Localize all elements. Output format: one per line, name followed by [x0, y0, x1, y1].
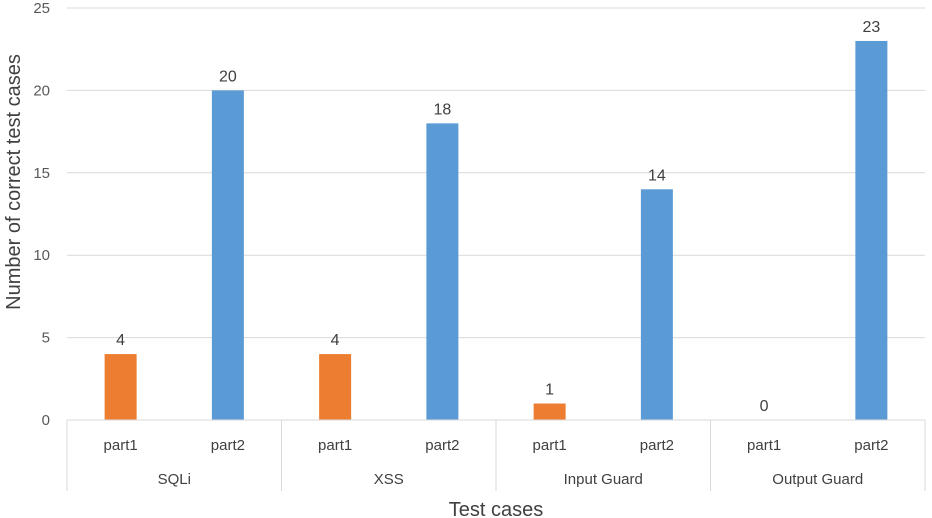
y-tick-label: 5: [42, 330, 50, 347]
bar-sqli-part2: [211, 90, 244, 421]
x-subcategory-label: part1: [533, 437, 567, 454]
bar-input-guard-part1: [533, 403, 566, 420]
data-label: 14: [648, 167, 666, 184]
bar-input-guard-part2: [640, 189, 673, 420]
x-axis: part1 part2 SQLi part1 part2 XSS part1 part2 Inp…: [66, 419, 926, 491]
x-group-label: Output Guard: [772, 471, 863, 488]
x-axis-title: Test cases: [449, 499, 543, 518]
bars: [104, 40, 888, 421]
x-subcategory-label: part1: [104, 437, 138, 454]
data-label: 1: [545, 382, 554, 399]
x-subcategory-label: part2: [211, 437, 245, 454]
y-axis-title: Number of correct test cases: [3, 54, 25, 310]
data-label: 18: [433, 101, 451, 118]
data-label: 20: [219, 68, 237, 85]
y-tick-label: 0: [42, 412, 50, 429]
x-group-label: Input Guard: [564, 471, 643, 488]
bar-xss-part1: [319, 354, 352, 420]
bar-sqli-part1: [104, 354, 137, 420]
x-group-label: SQLi: [158, 471, 191, 488]
data-label: 23: [862, 19, 880, 36]
y-tick-label: 15: [33, 165, 50, 182]
x-subcategory-label: part2: [854, 437, 888, 454]
x-subcategory-label: part1: [747, 437, 781, 454]
bar-xss-part2: [426, 123, 459, 421]
data-label: 0: [760, 398, 769, 415]
gridlines: [67, 7, 925, 421]
y-tick-label: 20: [33, 82, 50, 99]
y-axis-ticks: 0 5 10 15 20 25: [33, 0, 50, 429]
x-subcategory-label: part1: [318, 437, 352, 454]
data-label: 4: [116, 332, 125, 349]
data-label: 4: [331, 332, 340, 349]
y-tick-label: 25: [33, 0, 50, 17]
x-group-label: XSS: [374, 471, 404, 488]
y-tick-label: 10: [33, 247, 50, 264]
x-subcategory-label: part2: [640, 437, 674, 454]
data-labels: 4 20 4 18 1 14 0 23: [116, 19, 880, 415]
x-subcategory-label: part2: [425, 437, 459, 454]
bar-output-guard-part2: [855, 40, 888, 421]
